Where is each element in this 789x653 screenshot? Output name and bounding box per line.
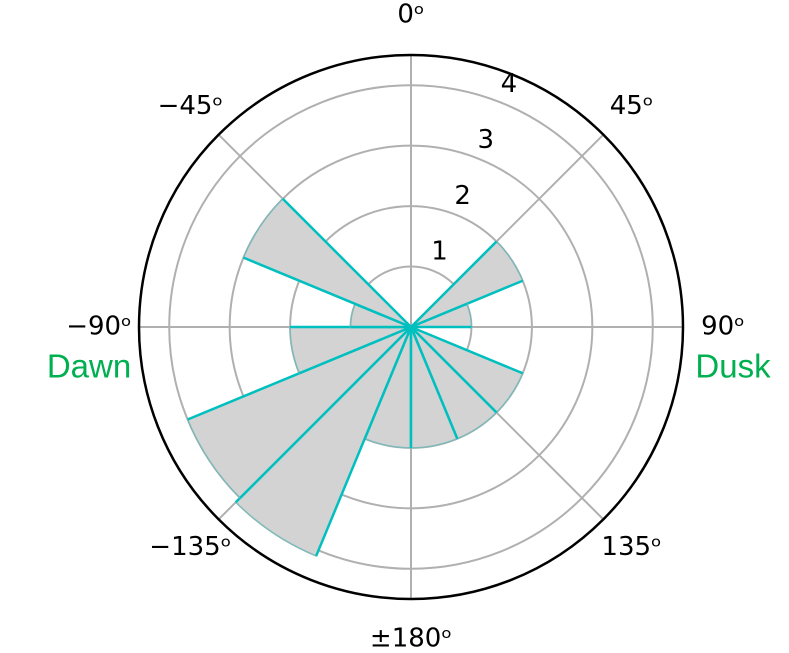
angle-tick-label: −90ᵒ: [66, 312, 132, 342]
bar-edge: [410, 302, 468, 329]
bar-edge: [409, 326, 459, 440]
radial-tick-label: 4: [501, 69, 518, 99]
radial-tick-label: 1: [431, 237, 448, 267]
bar-edge: [242, 256, 412, 329]
angle-tick-label: 135ᵒ: [601, 532, 661, 562]
angle-tick-label: −135ᵒ: [149, 532, 231, 562]
radial-tick-label: 3: [477, 125, 494, 155]
polar-frame: [137, 53, 685, 601]
angle-tick-label: ±180ᵒ: [370, 624, 452, 653]
bar: [186, 326, 412, 500]
bar-edge: [410, 240, 498, 328]
angle-tick-label: 45ᵒ: [610, 91, 654, 121]
angle-tick-label: 0ᵒ: [397, 0, 424, 30]
angle-tick-label: −45ᵒ: [158, 91, 224, 121]
bar: [242, 197, 412, 328]
annotation: Dawn: [47, 348, 131, 385]
annotation: Dusk: [695, 348, 771, 385]
radial-tick-label: 2: [454, 181, 471, 211]
bar-edge: [410, 325, 524, 375]
bar-edge: [410, 326, 498, 414]
bar-edge: [239, 326, 412, 499]
angle-tick-label: 90ᵒ: [701, 312, 745, 342]
bar-edge: [281, 197, 412, 328]
bar-edge: [298, 325, 412, 375]
bar-edge: [315, 326, 413, 557]
